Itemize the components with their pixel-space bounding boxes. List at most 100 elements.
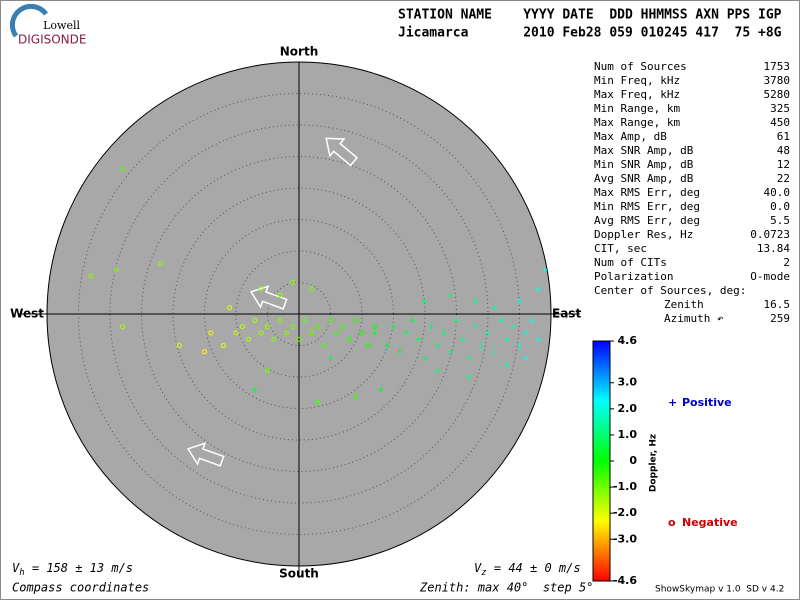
stat-value: 325 [770, 102, 790, 115]
source-point [328, 355, 333, 361]
stat-value: 5.5 [770, 214, 790, 227]
header-line: Jicamarca 2010 Feb28 059 010245 417 75 +… [398, 26, 782, 41]
colorbar [592, 340, 611, 582]
source-point [315, 324, 321, 330]
source-point [271, 336, 277, 342]
source-point [202, 349, 207, 355]
source-point [441, 330, 447, 336]
colorbar-tick-label: 3.0 [618, 376, 638, 389]
stat-value: 3780 [764, 74, 791, 87]
source-point [346, 336, 352, 342]
colorbar-tick-label: -1.0 [613, 480, 637, 493]
stat-value: 0.0723 [750, 228, 790, 241]
source-point [277, 292, 283, 298]
stat-value: 13.84 [757, 242, 790, 255]
source-point [422, 355, 428, 361]
source-point [542, 267, 548, 273]
source-point [535, 286, 541, 292]
source-point [176, 343, 182, 348]
stat-label: Min SNR Amp, dB [594, 158, 694, 171]
source-point [535, 336, 541, 342]
source-point [309, 330, 315, 336]
source-point [485, 330, 491, 336]
source-point [290, 324, 296, 330]
source-point [504, 336, 510, 342]
source-point [208, 330, 214, 336]
side-panel: + Positive o Negative Num of Sources 1753 Min … [592, 60, 791, 587]
source-point [472, 298, 478, 304]
source-point [416, 336, 422, 342]
source-point [372, 324, 378, 330]
source-point [120, 324, 126, 330]
source-point [409, 317, 415, 323]
source-point [321, 343, 327, 348]
source-point [466, 374, 472, 380]
stat-label: Max Range, km [594, 116, 680, 129]
legend-label: Negative [682, 516, 738, 529]
logo-bottom: DIGISONDE [18, 33, 86, 47]
logo-swoosh [9, 3, 49, 38]
source-point [277, 317, 283, 323]
source-point [252, 387, 258, 393]
version: ShowSkymap v 1.0 SD v 4.2 [655, 585, 784, 595]
direction-label: West [10, 307, 44, 321]
source-point [523, 330, 529, 336]
source-point [510, 324, 516, 330]
source-point [460, 336, 466, 342]
stat-value: 48 [777, 144, 790, 157]
source-point [378, 387, 384, 393]
source-point [353, 393, 359, 399]
colorbar-label: Doppler, Hz [649, 434, 659, 492]
center-label: Zenith [664, 298, 704, 311]
source-point [391, 324, 396, 330]
source-point [435, 343, 441, 348]
v-symbol: V [12, 561, 20, 575]
direction-label: South [279, 567, 319, 581]
colorbar-tick-label: -3.0 [613, 532, 637, 545]
stat-value: 12 [777, 158, 790, 171]
colorbar-tick-label: 4.6 [618, 334, 638, 347]
colorbar-tick-label: 1.0 [618, 428, 638, 441]
drift-arrow [325, 137, 359, 167]
stat-value: 40.0 [764, 186, 791, 199]
source-point [258, 286, 264, 292]
source-point [233, 330, 239, 336]
center-label: Azimuth ↶ [664, 312, 724, 325]
header-line: STATION NAME YYYY DATE DDD HHMMSS AXN PP… [398, 8, 782, 23]
drift-arrow [186, 442, 225, 467]
logo-top: Lowell [43, 19, 80, 32]
legend-marker: + [668, 396, 677, 409]
source-point [328, 317, 333, 323]
source-point [359, 330, 365, 336]
colorbar-tick-label: 2.0 [618, 402, 638, 415]
source-point [227, 305, 233, 311]
stat-label: Avg RMS Err, deg [594, 214, 700, 227]
source-point [258, 330, 264, 336]
colorbar-tick-label: 0 [629, 454, 637, 467]
direction-label: North [280, 45, 318, 59]
source-point [403, 330, 409, 336]
source-point [491, 349, 497, 355]
stat-label: Num of Sources [594, 60, 687, 73]
source-point [290, 280, 296, 285]
stat-label: Min Freq, kHz [594, 74, 680, 87]
source-point [220, 343, 226, 348]
source-point [529, 317, 535, 323]
stat-label: Avg SNR Amp, dB [594, 172, 694, 185]
stat-label: Num of CITs [594, 256, 667, 269]
stat-label: Max Freq, kHz [594, 88, 680, 101]
stat-label: Max RMS Err, deg [594, 186, 700, 199]
drift-arrow [249, 285, 288, 310]
source-point [384, 343, 390, 348]
direction-label: East [552, 307, 581, 321]
source-point [309, 286, 315, 292]
stat-label: Polarization [594, 270, 673, 283]
stat-value: 61 [777, 130, 790, 143]
stat-value: 2 [783, 256, 790, 269]
stat-value: O-mode [750, 270, 790, 283]
legend-marker: o [668, 516, 676, 529]
v-symbol: V [474, 561, 482, 575]
source-point [498, 317, 504, 323]
source-point [479, 343, 485, 348]
